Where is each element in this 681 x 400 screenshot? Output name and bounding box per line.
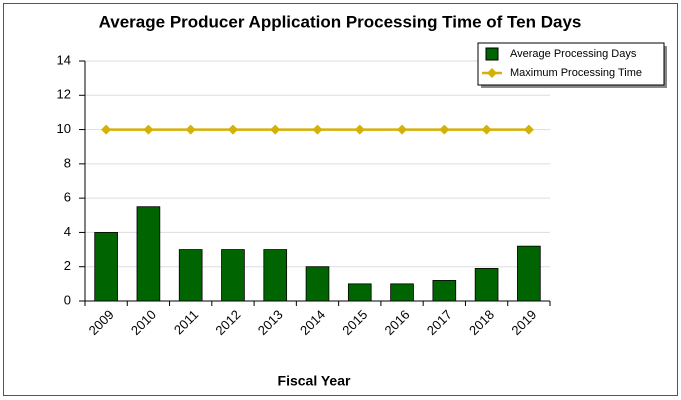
- bar: [347, 283, 372, 302]
- marker: [439, 124, 450, 135]
- marker: [227, 124, 238, 135]
- y-tick-label: 2: [64, 258, 71, 273]
- marker: [185, 124, 196, 135]
- y-tick-label: 14: [57, 52, 71, 67]
- marker: [354, 124, 365, 135]
- legend-label: Average Processing Days: [510, 48, 637, 60]
- legend-swatch: [487, 68, 497, 78]
- bar: [136, 206, 161, 302]
- x-axis-title: Fiscal Year: [278, 373, 351, 389]
- bar: [178, 249, 203, 302]
- marker: [101, 124, 112, 135]
- legend: [477, 42, 665, 86]
- bar: [474, 268, 499, 302]
- bar: [305, 266, 330, 302]
- y-tick-label: 0: [64, 292, 71, 307]
- legend-label: Maximum Processing Time: [510, 67, 642, 79]
- marker: [397, 124, 408, 135]
- bar: [221, 249, 245, 302]
- y-tick-label: 4: [64, 224, 71, 239]
- marker: [312, 124, 323, 135]
- y-tick-label: 10: [57, 121, 71, 136]
- marker: [143, 124, 154, 135]
- y-tick-label: 6: [64, 190, 71, 205]
- bar: [517, 245, 541, 302]
- bar: [263, 249, 288, 302]
- legend-swatch: [485, 47, 499, 61]
- y-tick-label: 8: [64, 155, 71, 170]
- marker: [481, 124, 492, 135]
- marker: [270, 124, 281, 135]
- bar: [390, 283, 414, 302]
- chart-title: Average Producer Application Processing …: [99, 12, 582, 31]
- bar: [94, 232, 118, 302]
- bar: [432, 280, 457, 302]
- y-tick-label: 12: [57, 87, 71, 102]
- marker: [523, 124, 534, 135]
